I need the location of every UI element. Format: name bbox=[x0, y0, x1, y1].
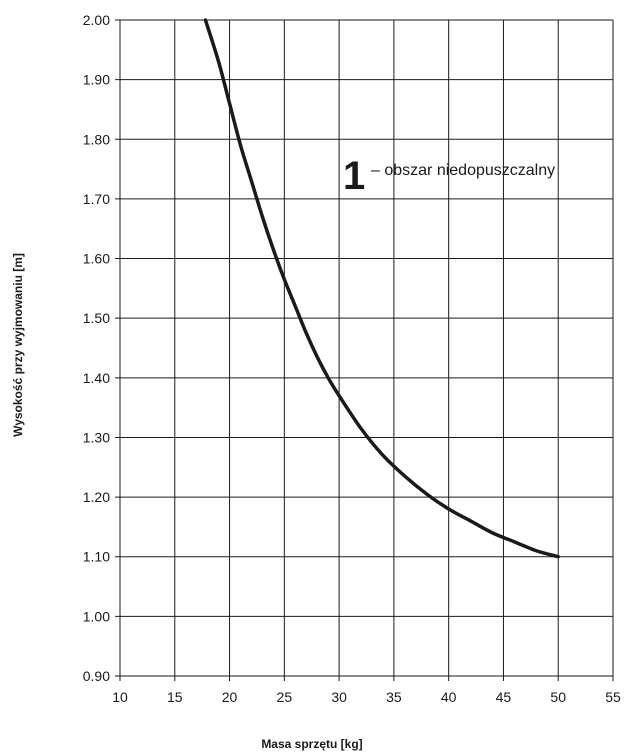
y-tick-label-2: 1.10 bbox=[83, 549, 110, 565]
y-tick-label-5: 1.40 bbox=[83, 370, 110, 386]
annotation-text: – obszar niedopuszczalny bbox=[371, 162, 555, 179]
y-tick-label-6: 1.50 bbox=[83, 310, 110, 326]
x-tick-label-0: 10 bbox=[112, 689, 128, 705]
y-tick-label-11: 2.00 bbox=[83, 12, 110, 28]
y-tick-label-7: 1.60 bbox=[83, 251, 110, 267]
y-tick-label-4: 1.30 bbox=[83, 429, 110, 445]
x-tick-label-6: 40 bbox=[441, 689, 457, 705]
y-tick-label-0: 0.90 bbox=[83, 668, 110, 684]
x-tick-label-8: 50 bbox=[550, 689, 566, 705]
x-axis-title: Masa sprzętu [kg] bbox=[261, 737, 362, 751]
grid bbox=[115, 19, 614, 681]
x-tick-label-7: 45 bbox=[496, 689, 512, 705]
series-layer bbox=[203, 18, 560, 559]
y-tick-label-9: 1.80 bbox=[83, 131, 110, 147]
series-line-0 bbox=[203, 18, 560, 559]
annotation: 1 – obszar niedopuszczalny bbox=[343, 154, 555, 198]
x-tick-label-4: 30 bbox=[331, 689, 347, 705]
y-tick-label-1: 1.00 bbox=[83, 608, 110, 624]
x-axis-ticks: 10 15 20 25 30 35 40 45 50 55 bbox=[112, 689, 621, 705]
x-tick-label-5: 35 bbox=[386, 689, 402, 705]
y-tick-label-10: 1.90 bbox=[83, 72, 110, 88]
annotation-number: 1 bbox=[343, 154, 365, 198]
x-tick-label-3: 25 bbox=[277, 689, 293, 705]
y-tick-label-8: 1.70 bbox=[83, 191, 110, 207]
y-axis-ticks: 0.90 1.00 1.10 1.20 1.30 1.40 1.50 1.60 1.70 1.80… bbox=[83, 12, 110, 684]
x-tick-label-9: 55 bbox=[605, 689, 621, 705]
x-tick-label-2: 20 bbox=[222, 689, 238, 705]
x-tick-label-1: 15 bbox=[167, 689, 183, 705]
y-axis-title: Wysokość przy wyjmowaniu [m] bbox=[11, 253, 25, 437]
y-tick-label-3: 1.20 bbox=[83, 489, 110, 505]
